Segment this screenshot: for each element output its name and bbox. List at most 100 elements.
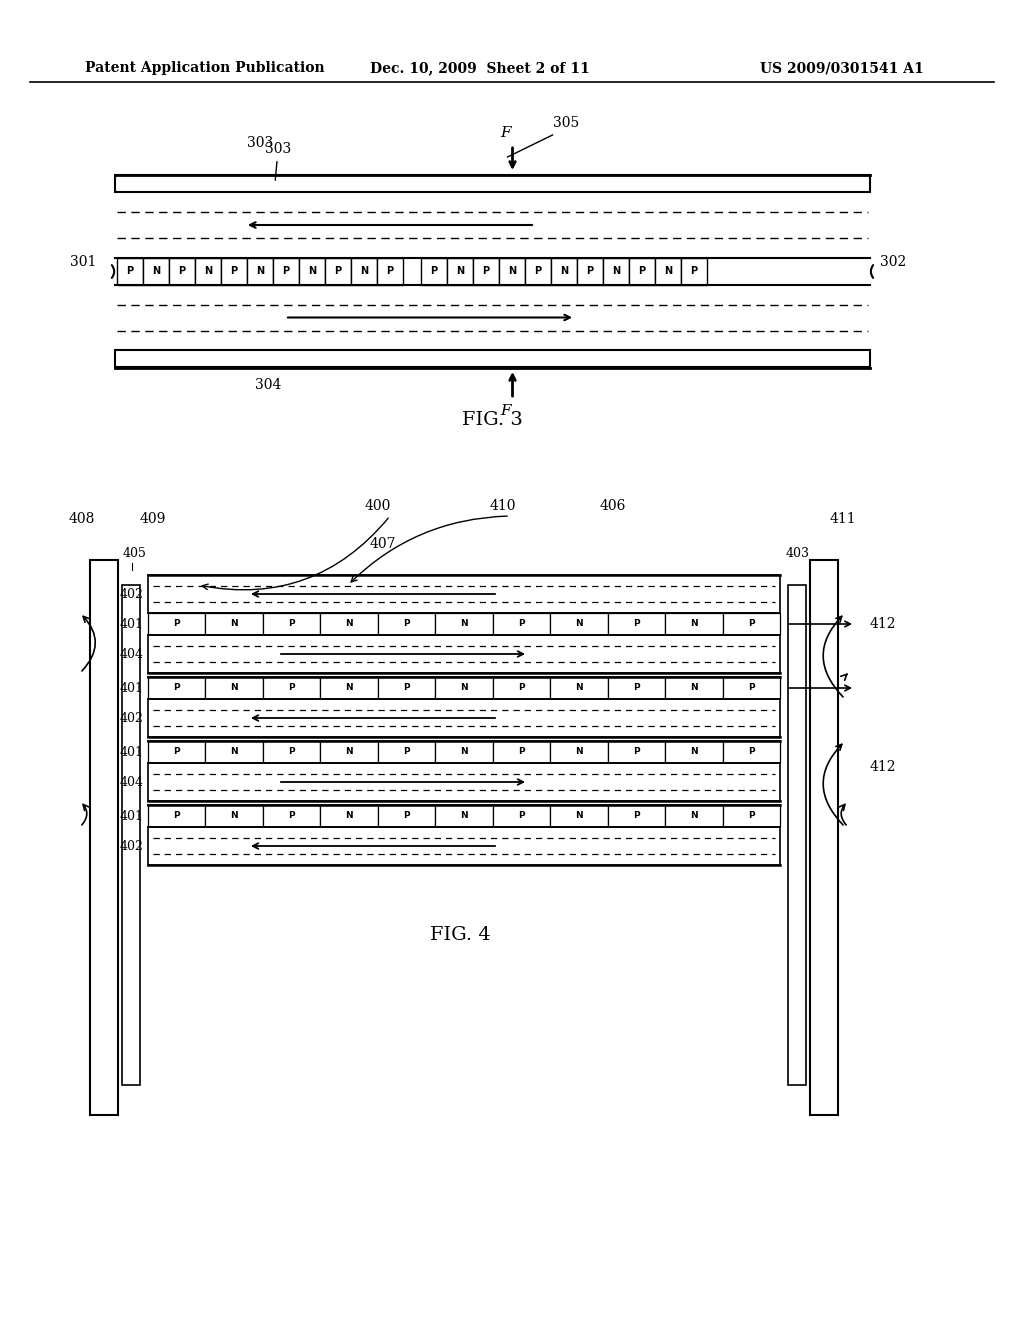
Bar — [550, 741, 607, 763]
Text: US 2009/0301541 A1: US 2009/0301541 A1 — [760, 61, 924, 75]
Text: N: N — [508, 267, 516, 276]
Text: 401: 401 — [120, 746, 144, 759]
Text: N: N — [345, 812, 353, 821]
Text: FIG. 4: FIG. 4 — [430, 927, 490, 944]
Text: P: P — [748, 747, 755, 756]
Bar — [810, 560, 838, 1115]
Text: 409: 409 — [140, 512, 166, 525]
Text: P: P — [748, 684, 755, 693]
Text: N: N — [460, 747, 468, 756]
Text: P: P — [289, 747, 295, 756]
Bar — [577, 257, 603, 285]
Text: N: N — [345, 684, 353, 693]
Bar — [493, 677, 550, 700]
Text: F: F — [501, 404, 511, 418]
Bar — [666, 805, 723, 828]
Bar — [550, 612, 607, 635]
Text: N: N — [612, 267, 621, 276]
Text: N: N — [460, 684, 468, 693]
Text: N: N — [575, 812, 583, 821]
Bar — [321, 805, 378, 828]
Bar — [206, 741, 263, 763]
Bar — [263, 677, 321, 700]
Bar — [263, 805, 321, 828]
Text: 403: 403 — [786, 546, 810, 560]
Text: P: P — [748, 619, 755, 628]
Text: 402: 402 — [120, 713, 144, 726]
Bar — [473, 257, 499, 285]
Text: N: N — [664, 267, 672, 276]
Text: 304: 304 — [255, 378, 282, 392]
Bar — [148, 635, 780, 673]
Bar — [607, 612, 666, 635]
Bar — [447, 257, 473, 285]
Bar — [499, 257, 525, 285]
Bar — [325, 257, 351, 285]
Text: P: P — [178, 267, 185, 276]
Text: N: N — [690, 619, 697, 628]
Bar — [148, 576, 780, 612]
Text: 401: 401 — [120, 618, 144, 631]
Bar — [148, 828, 780, 865]
Text: P: P — [518, 812, 524, 821]
Text: N: N — [360, 267, 368, 276]
Text: 402: 402 — [120, 587, 144, 601]
Bar — [206, 805, 263, 828]
Bar — [378, 612, 435, 635]
Text: 401: 401 — [120, 809, 144, 822]
Text: P: P — [289, 684, 295, 693]
Text: N: N — [575, 747, 583, 756]
Bar — [115, 350, 870, 367]
Text: 405: 405 — [123, 546, 146, 560]
Bar — [351, 257, 377, 285]
Text: P: P — [403, 619, 410, 628]
Bar — [603, 257, 629, 285]
Text: 303: 303 — [247, 136, 273, 150]
Bar — [435, 741, 493, 763]
Bar — [148, 741, 206, 763]
Text: P: P — [403, 684, 410, 693]
Text: P: P — [289, 812, 295, 821]
Text: 412: 412 — [870, 760, 896, 774]
Text: Patent Application Publication: Patent Application Publication — [85, 61, 325, 75]
Text: N: N — [575, 684, 583, 693]
Text: P: P — [283, 267, 290, 276]
Bar — [550, 677, 607, 700]
Bar — [90, 560, 118, 1115]
Text: 303: 303 — [265, 143, 291, 181]
Text: 407: 407 — [370, 537, 396, 550]
Bar — [321, 612, 378, 635]
Text: P: P — [230, 267, 238, 276]
Bar — [493, 805, 550, 828]
Bar — [607, 741, 666, 763]
Bar — [435, 612, 493, 635]
Bar — [273, 257, 299, 285]
Text: P: P — [173, 747, 180, 756]
Bar — [377, 257, 403, 285]
Bar — [723, 805, 780, 828]
Text: 305: 305 — [553, 116, 579, 129]
Bar — [299, 257, 325, 285]
Bar — [493, 741, 550, 763]
Bar — [525, 257, 551, 285]
Text: P: P — [482, 267, 489, 276]
Text: P: P — [173, 812, 180, 821]
Text: P: P — [638, 267, 645, 276]
Text: N: N — [308, 267, 316, 276]
Text: 412: 412 — [870, 616, 896, 631]
Text: N: N — [230, 619, 238, 628]
Text: P: P — [587, 267, 594, 276]
Bar — [148, 805, 206, 828]
Text: P: P — [173, 684, 180, 693]
Text: N: N — [690, 684, 697, 693]
Bar — [263, 741, 321, 763]
Bar — [550, 805, 607, 828]
Text: 406: 406 — [600, 499, 627, 513]
Bar — [666, 612, 723, 635]
Bar — [378, 741, 435, 763]
Text: 404: 404 — [120, 776, 144, 788]
Bar — [551, 257, 577, 285]
Text: 302: 302 — [880, 255, 906, 269]
Bar — [378, 805, 435, 828]
Text: Dec. 10, 2009  Sheet 2 of 11: Dec. 10, 2009 Sheet 2 of 11 — [370, 61, 590, 75]
